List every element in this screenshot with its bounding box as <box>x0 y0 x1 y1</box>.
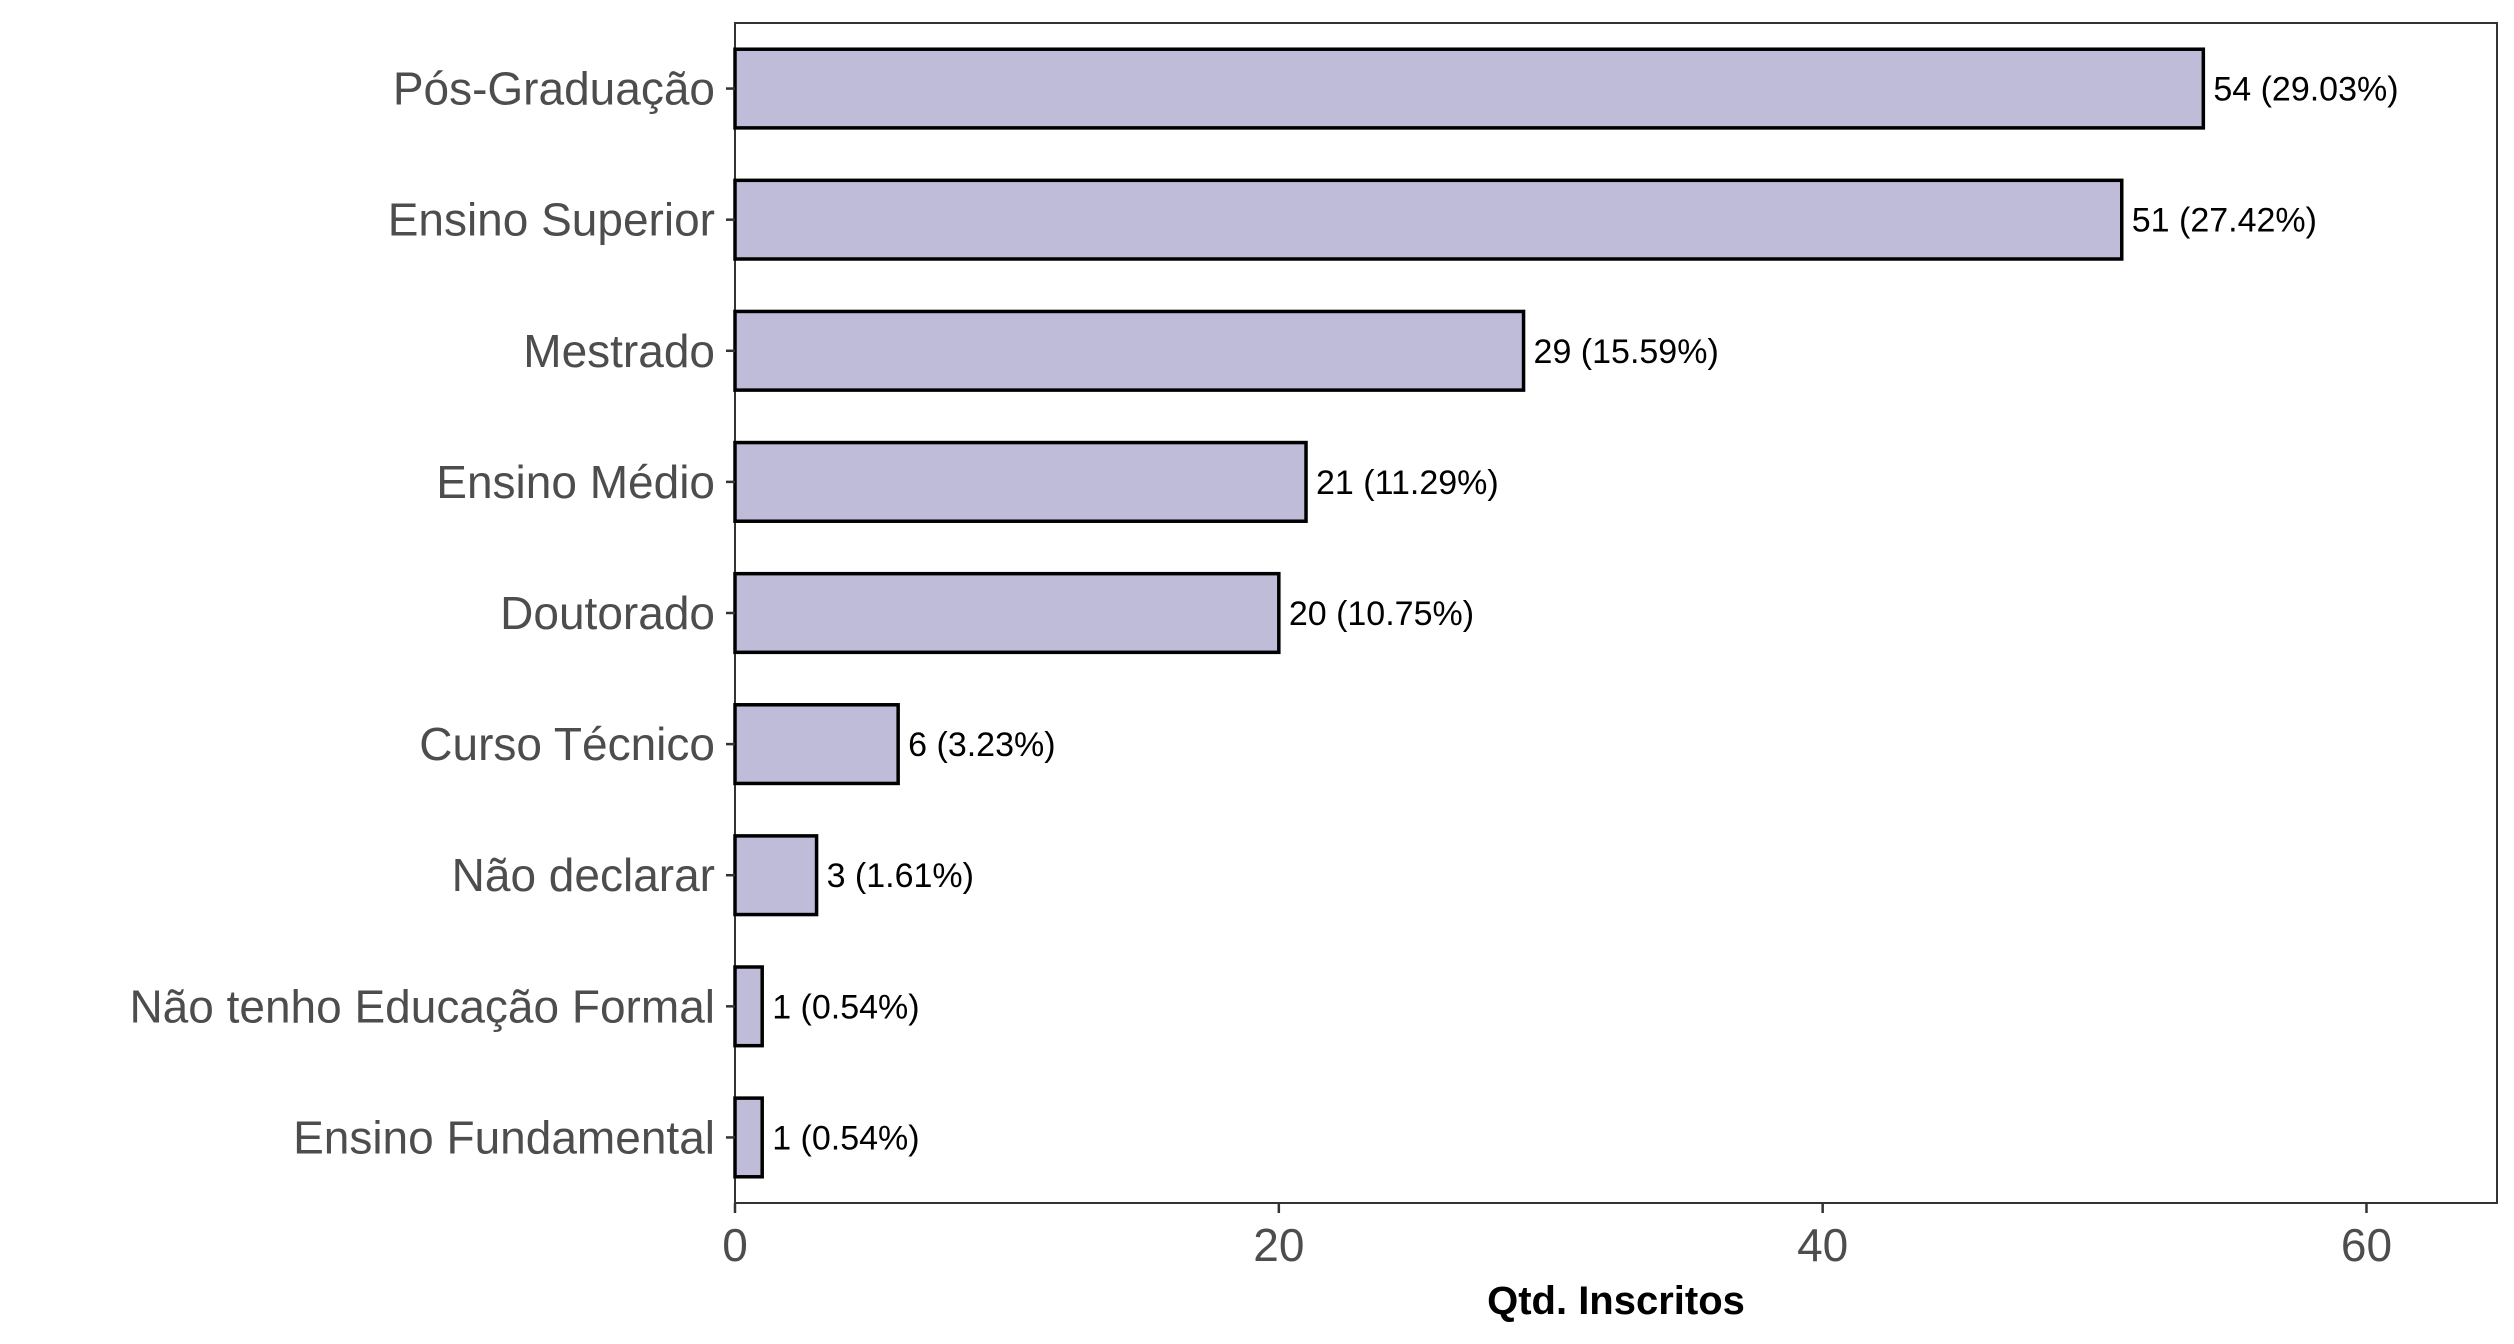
data-label-1: 51 (27.42%) <box>2132 202 2317 240</box>
data-label-7: 1 (0.54%) <box>772 988 919 1026</box>
data-label-2: 29 (15.59%) <box>1534 333 1719 371</box>
bar-1 <box>733 178 2124 261</box>
x-tick-label-3: 60 <box>2341 1219 2392 1271</box>
data-label-0: 54 (29.03%) <box>2213 71 2398 109</box>
data-label-5: 6 (3.23%) <box>908 726 1055 764</box>
bar-7 <box>733 965 764 1048</box>
data-label-6: 3 (1.61%) <box>827 857 974 895</box>
category-label-6: Não declarar <box>452 849 715 901</box>
category-label-3: Ensino Médio <box>436 456 715 508</box>
bar-5 <box>733 703 900 786</box>
bar-0 <box>733 47 2206 130</box>
x-tick-label-2: 40 <box>1797 1219 1848 1271</box>
data-label-3: 21 (11.29%) <box>1316 464 1499 502</box>
category-label-8: Ensino Fundamental <box>293 1111 715 1163</box>
x-tick-label-0: 0 <box>722 1219 748 1271</box>
data-label-4: 20 (10.75%) <box>1289 595 1474 633</box>
category-label-1: Ensino Superior <box>388 194 715 246</box>
bar-8 <box>733 1096 764 1179</box>
category-label-5: Curso Técnico <box>419 718 715 770</box>
category-label-7: Não tenho Educação Formal <box>129 980 715 1032</box>
x-axis-title: Qtd. Inscritos <box>1487 1279 1745 1323</box>
x-tick-label-1: 20 <box>1253 1219 1304 1271</box>
bar-4 <box>733 571 1281 655</box>
category-label-4: Doutorado <box>500 587 715 639</box>
x-axis-ticks: 0 20 40 60 <box>722 1203 2392 1271</box>
category-label-0: Pós-Graduação <box>393 63 715 115</box>
data-label-8: 1 (0.54%) <box>772 1119 919 1157</box>
category-label-2: Mestrado <box>523 325 715 377</box>
category-labels: Pós-Graduação Ensino Superior Mestrado Ensi… <box>129 63 735 1163</box>
bar-2 <box>733 309 1526 392</box>
bar-6 <box>733 834 819 917</box>
bar-3 <box>733 440 1308 523</box>
bars: 54 (29.03%) 51 (27.42%) 29 (15.59%) 21 (11.… <box>733 47 2399 1179</box>
